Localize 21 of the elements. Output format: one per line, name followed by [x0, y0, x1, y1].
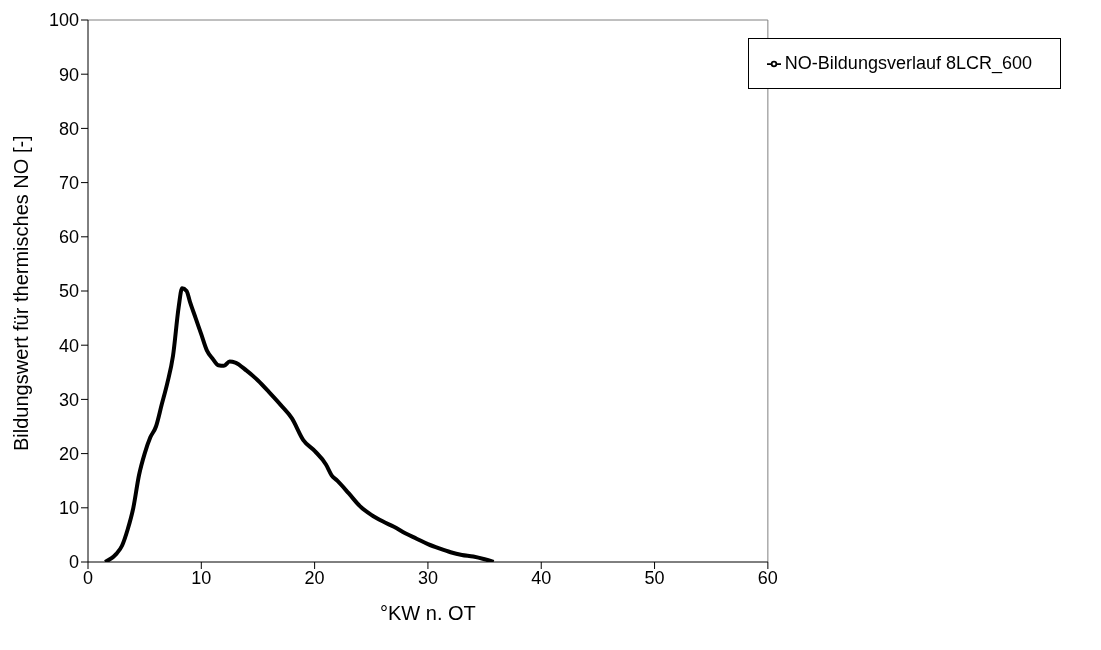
y-tick-label: 0 — [68, 552, 79, 573]
x-tick-label: 30 — [417, 567, 438, 588]
y-tick-label: 30 — [58, 389, 79, 410]
y-axis-title: Bildungswert für thermisches NO [-] — [10, 135, 33, 451]
y-tick-label: 40 — [58, 335, 79, 356]
x-tick-label: 60 — [757, 567, 778, 588]
legend-label: NO-Bildungsverlauf 8LCR_600 — [784, 53, 1032, 73]
y-tick-label: 100 — [48, 10, 79, 31]
y-tick-label: 80 — [58, 118, 79, 139]
y-tick-label: 50 — [58, 281, 79, 302]
y-tick-label: 10 — [58, 498, 79, 519]
x-tick-label: 20 — [304, 567, 325, 588]
x-axis-title: °KW n. OT — [380, 602, 476, 624]
x-tick-label: 40 — [531, 567, 552, 588]
x-tick-label: 10 — [191, 567, 212, 588]
y-tick-label: 20 — [58, 443, 79, 464]
y-tick-label: 90 — [58, 64, 79, 85]
y-tick-label: 60 — [58, 227, 79, 248]
y-tick-label: 70 — [58, 172, 79, 193]
x-tick-label: 0 — [82, 567, 94, 588]
x-tick-label: 50 — [644, 567, 665, 588]
